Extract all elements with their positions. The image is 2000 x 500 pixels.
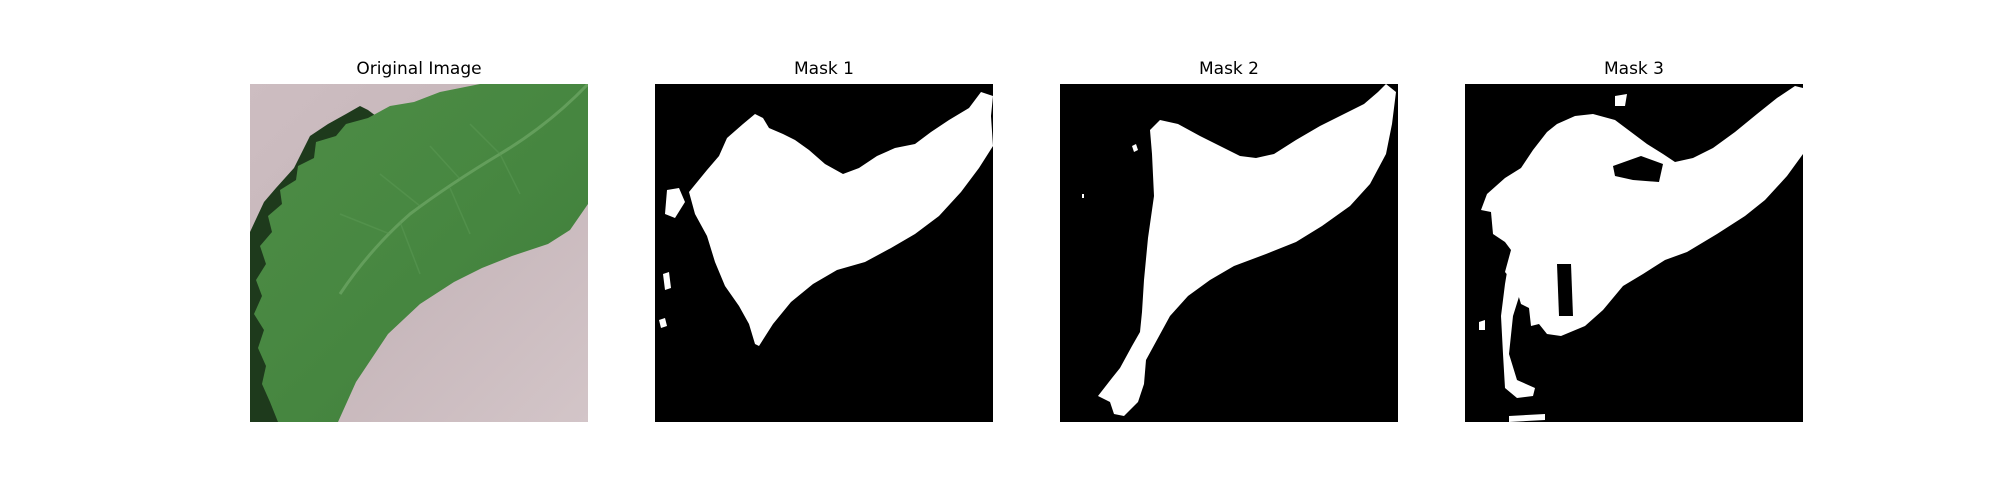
mask-2-fragment	[1132, 144, 1138, 152]
mask-3-hole	[1557, 264, 1573, 316]
panel-title-mask-3: Mask 3	[1603, 59, 1664, 79]
mask-3-fragment	[1501, 258, 1535, 398]
mask-3-fragment	[1479, 320, 1485, 330]
mask-2-image	[1060, 84, 1398, 422]
mask-1-region	[689, 92, 993, 346]
mask-3-hole	[1613, 156, 1663, 182]
mask-1-image	[655, 84, 993, 422]
mask-3-image	[1465, 84, 1803, 422]
original-leaf-image	[250, 84, 588, 422]
panel-title-mask-2: Mask 2	[1198, 59, 1259, 79]
mask-2-region	[1098, 84, 1396, 416]
leaf-body	[254, 84, 588, 422]
mask-1-fragment	[659, 318, 667, 328]
mask-1-fragment	[665, 188, 685, 218]
mask-3-fragment	[1509, 414, 1545, 422]
panel-title-mask-1: Mask 1	[793, 59, 854, 79]
mask-3-fragment	[1615, 94, 1627, 106]
leaf-midrib	[338, 84, 588, 295]
panel-title-original: Original Image	[356, 59, 482, 79]
mask-1-fragment	[663, 272, 671, 290]
mask-2-fragment	[1082, 194, 1084, 198]
